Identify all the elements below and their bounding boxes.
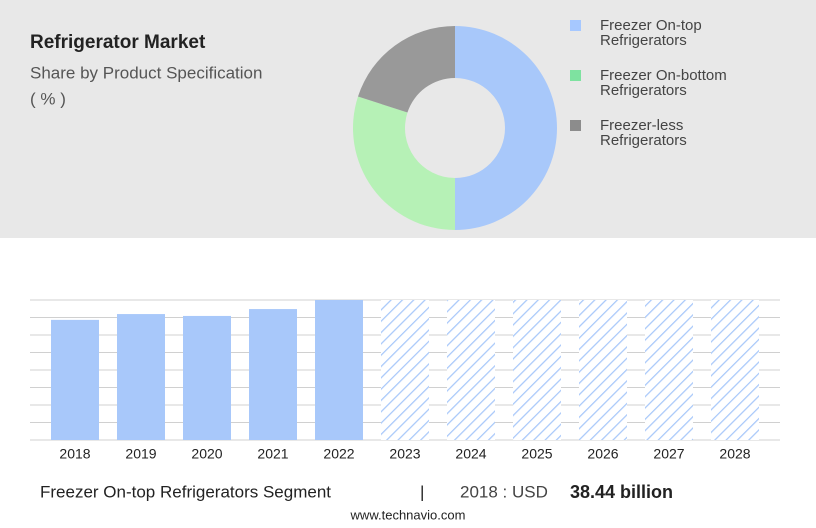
forecast-placeholder	[711, 300, 759, 440]
segment-label: Freezer On-top Refrigerators Segment	[40, 482, 331, 501]
x-tick-label: 2026	[587, 446, 618, 462]
x-tick-label: 2018	[59, 446, 90, 462]
forecast-placeholder	[645, 300, 693, 440]
legend-swatch	[570, 70, 581, 81]
bar	[117, 314, 165, 440]
donut-slice	[353, 96, 455, 230]
legend-swatch	[570, 120, 581, 131]
forecast-placeholder	[579, 300, 627, 440]
x-tick-label: 2022	[323, 446, 354, 462]
bar	[51, 319, 99, 440]
x-tick-label: 2024	[455, 446, 486, 462]
x-tick-label: 2027	[653, 446, 684, 462]
bar	[183, 315, 231, 440]
unit-label: ( % )	[30, 89, 66, 108]
forecast-placeholder	[447, 300, 495, 440]
x-tick-label: 2025	[521, 446, 552, 462]
donut-slice	[357, 26, 455, 113]
legend-label: Freezer On-bottom Refrigerators	[600, 67, 727, 99]
x-tick-label: 2028	[719, 446, 750, 462]
legend-label: Freezer-less Refrigerators	[600, 117, 687, 149]
bar	[315, 300, 363, 440]
forecast-placeholder	[513, 300, 561, 440]
legend-swatch	[570, 20, 581, 31]
chart-title: Refrigerator Market	[30, 32, 206, 53]
x-tick-label: 2021	[257, 446, 288, 462]
x-tick-label: 2020	[191, 446, 222, 462]
legend-label: Freezer On-top Refrigerators	[600, 17, 702, 49]
chart-subtitle: Share by Product Specification	[30, 63, 262, 82]
bar	[249, 309, 297, 440]
highlight-value: 38.44 billion	[570, 482, 673, 502]
separator: |	[420, 482, 424, 501]
donut-slice	[455, 26, 557, 230]
x-tick-label: 2023	[389, 446, 420, 462]
forecast-placeholder	[381, 300, 429, 440]
x-tick-label: 2019	[125, 446, 156, 462]
footer: www.technavio.com	[350, 507, 466, 522]
highlight-label: 2018 : USD	[460, 482, 548, 501]
